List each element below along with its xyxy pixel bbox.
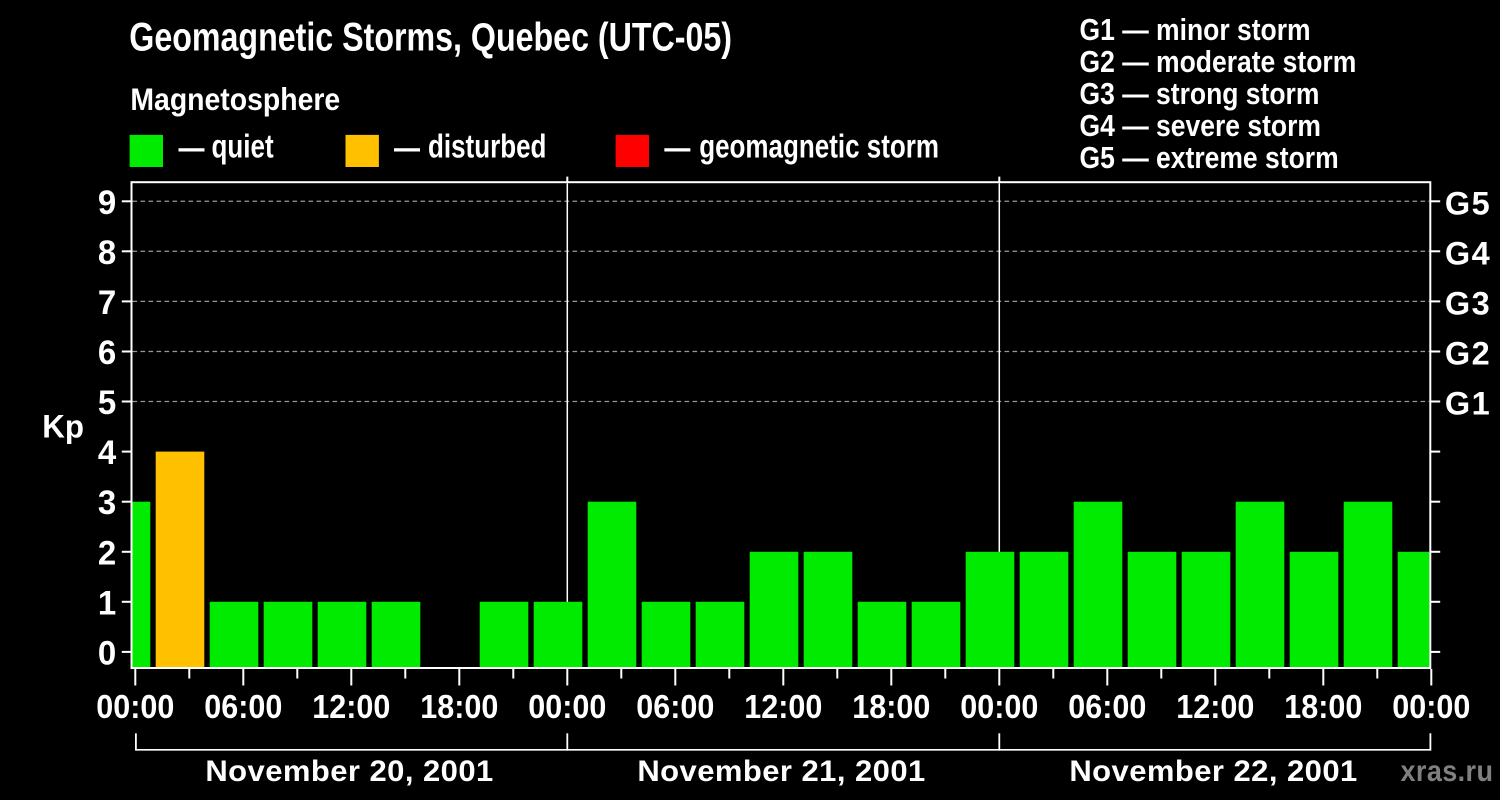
svg-text:November 20, 2001: November 20, 2001 (205, 754, 493, 787)
svg-text:disturbed: disturbed (428, 129, 546, 166)
svg-text:G3 — strong storm: G3 — strong storm (1080, 77, 1320, 111)
svg-text:00:00: 00:00 (96, 688, 174, 726)
svg-text:06:00: 06:00 (204, 688, 282, 726)
svg-text:1: 1 (98, 584, 116, 623)
svg-text:G2: G2 (1445, 336, 1491, 372)
svg-text:Geomagnetic Storms, Quebec (UT: Geomagnetic Storms, Quebec (UTC-05) (129, 14, 732, 59)
svg-text:18:00: 18:00 (1284, 688, 1362, 726)
svg-text:G5 — extreme storm: G5 — extreme storm (1080, 141, 1339, 175)
svg-text:18:00: 18:00 (420, 688, 498, 726)
svg-text:00:00: 00:00 (960, 688, 1038, 726)
svg-text:7: 7 (98, 283, 116, 322)
svg-text:00:00: 00:00 (528, 688, 606, 726)
svg-text:November 21, 2001: November 21, 2001 (637, 754, 925, 787)
svg-text:geomagnetic storm: geomagnetic storm (699, 129, 939, 166)
svg-text:G5: G5 (1445, 185, 1491, 221)
svg-text:06:00: 06:00 (1068, 688, 1146, 726)
svg-text:G4 — severe storm: G4 — severe storm (1080, 109, 1321, 143)
svg-text:G2 — moderate storm: G2 — moderate storm (1080, 45, 1357, 79)
svg-text:5: 5 (98, 383, 116, 422)
svg-text:G1 — minor storm: G1 — minor storm (1080, 13, 1311, 47)
svg-text:—: — (179, 130, 205, 167)
svg-text:06:00: 06:00 (636, 688, 714, 726)
svg-text:xras.ru: xras.ru (1401, 755, 1494, 788)
svg-text:—: — (394, 130, 420, 167)
svg-text:0: 0 (98, 634, 116, 673)
svg-text:G4: G4 (1445, 235, 1491, 271)
svg-text:18:00: 18:00 (852, 688, 930, 726)
svg-text:—: — (664, 130, 690, 167)
svg-text:6: 6 (98, 333, 116, 372)
svg-text:Magnetosphere: Magnetosphere (130, 83, 340, 118)
svg-text:9: 9 (98, 183, 116, 222)
svg-text:quiet: quiet (212, 129, 274, 166)
svg-text:November 22, 2001: November 22, 2001 (1069, 754, 1357, 787)
svg-text:Kp: Kp (42, 408, 84, 445)
svg-text:12:00: 12:00 (744, 688, 822, 726)
svg-text:4: 4 (98, 433, 117, 472)
svg-text:2: 2 (98, 534, 116, 573)
svg-text:00:00: 00:00 (1392, 688, 1470, 726)
svg-text:G1: G1 (1445, 386, 1491, 422)
svg-text:G3: G3 (1445, 285, 1491, 321)
svg-text:12:00: 12:00 (1176, 688, 1254, 726)
svg-text:12:00: 12:00 (312, 688, 390, 726)
svg-text:3: 3 (98, 483, 116, 522)
svg-text:8: 8 (98, 233, 116, 272)
